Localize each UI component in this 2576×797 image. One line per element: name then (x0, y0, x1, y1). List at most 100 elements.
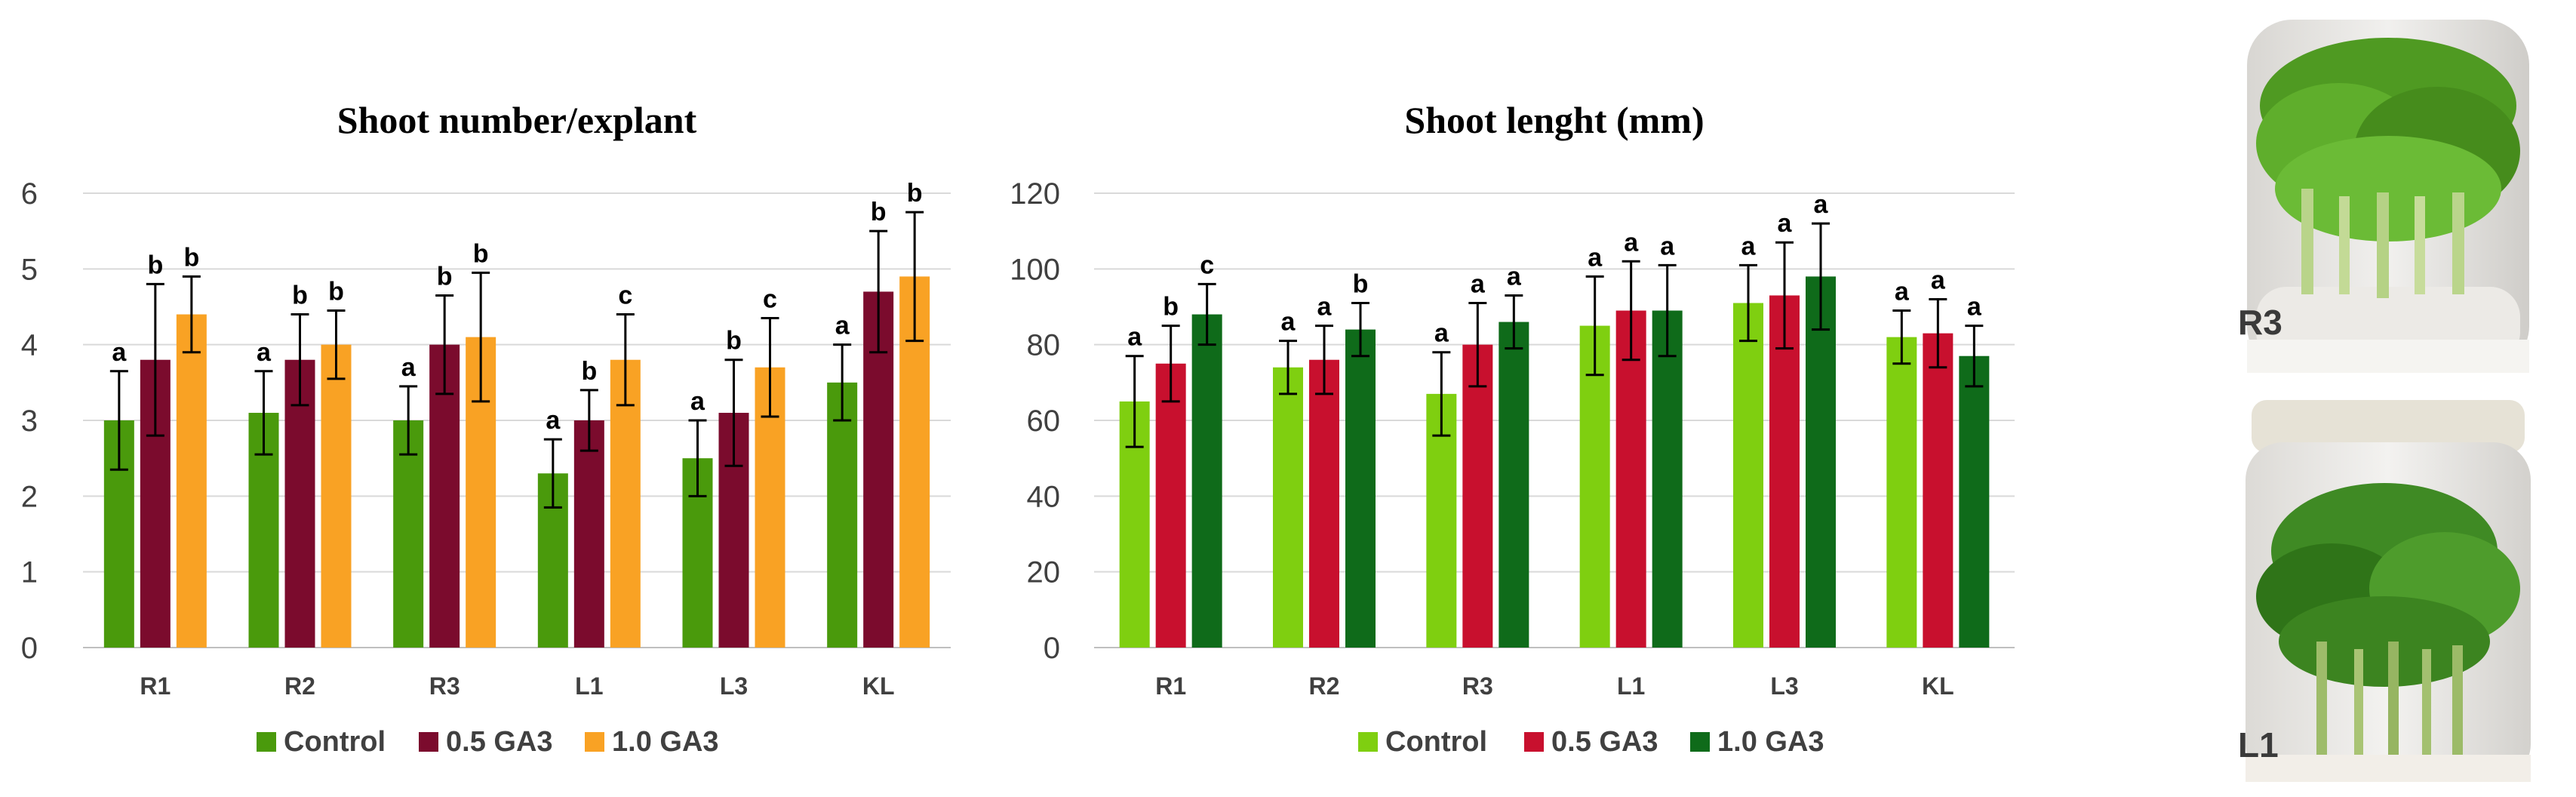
y-tick-label: 80 (1027, 329, 1061, 362)
photo-l1: L1 (2233, 400, 2543, 785)
significance-letter: a (112, 338, 127, 367)
significance-letter: a (401, 353, 417, 382)
significance-letter: b (292, 282, 308, 310)
legend-label: 0.5 GA3 (446, 726, 553, 758)
jar-image-r3 (2233, 15, 2543, 376)
significance-letter: b (1163, 293, 1179, 322)
bar-1-0-ga3 (1499, 322, 1529, 648)
bar-0-5-ga3 (573, 420, 604, 648)
significance-letter: b (726, 327, 742, 355)
significance-letter: c (1200, 251, 1214, 279)
significance-letter: a (1660, 232, 1675, 260)
bar-1-0-ga3 (321, 344, 352, 648)
bar-control (1273, 367, 1303, 648)
bar-0-5-ga3 (1923, 333, 1954, 648)
significance-letter: b (907, 179, 923, 208)
significance-letter: a (546, 406, 561, 435)
category-label: R1 (1155, 672, 1186, 700)
bar-1-0-ga3 (1191, 314, 1222, 648)
chart-title: Shoot number/explant (337, 99, 697, 141)
jar-image-l1 (2233, 400, 2543, 785)
bar-0-5-ga3 (1769, 295, 1800, 648)
legend-label: 0.5 GA3 (1551, 726, 1658, 758)
significance-letter: a (1814, 190, 1829, 219)
legend-label: 1.0 GA3 (1717, 726, 1824, 758)
y-tick-label: 0 (1044, 632, 1060, 665)
bar-control (1733, 303, 1763, 648)
significance-letter: a (1317, 293, 1333, 322)
bar-1-0-ga3 (1806, 276, 1836, 648)
significance-letter: b (871, 198, 887, 226)
category-label: R2 (284, 672, 315, 700)
significance-letter: b (473, 239, 489, 268)
category-label: L3 (720, 672, 748, 700)
significance-letter: a (1778, 209, 1793, 238)
category-label: KL (862, 672, 895, 700)
bar-control (393, 420, 424, 648)
legend-label: Control (284, 726, 386, 758)
significance-letter: a (1434, 319, 1449, 348)
significance-letter: c (618, 282, 632, 310)
legend-swatch (1358, 732, 1378, 752)
bar-0-5-ga3 (1309, 359, 1339, 648)
significance-letter: b (147, 251, 163, 279)
significance-letter: a (1127, 323, 1142, 352)
y-tick-label: 100 (1010, 253, 1060, 286)
legend-swatch (585, 732, 604, 752)
significance-letter: a (1471, 269, 1486, 298)
significance-letter: a (1967, 293, 1982, 322)
category-label: R3 (429, 672, 460, 700)
significance-letter: a (835, 312, 850, 340)
bar-0-5-ga3 (1155, 363, 1186, 648)
legend-swatch (419, 732, 438, 752)
bar-control (1579, 325, 1610, 648)
bar-1-0-ga3 (176, 314, 207, 648)
legend-swatch (1690, 732, 1710, 752)
y-tick-label: 3 (21, 405, 38, 438)
y-tick-label: 0 (21, 632, 38, 665)
significance-letter: a (690, 387, 705, 416)
bar-control (827, 382, 858, 648)
legend-swatch (257, 732, 276, 752)
shoot-length-chart: Shoot lenght (mm)020406080100120R1abcR2a… (1010, 99, 2015, 758)
photo-label-r3: R3 (2238, 303, 2282, 342)
y-tick-label: 2 (21, 480, 38, 513)
legend-swatch (1524, 732, 1544, 752)
y-tick-label: 5 (21, 253, 38, 286)
y-tick-label: 1 (21, 556, 38, 589)
significance-letter: a (257, 338, 272, 367)
significance-letter: a (1588, 243, 1603, 272)
significance-letter: a (1931, 266, 1946, 294)
bar-1-0-ga3 (1345, 329, 1376, 648)
significance-letter: a (1281, 308, 1296, 337)
bar-1-0-ga3 (1652, 310, 1683, 648)
bar-1-0-ga3 (610, 359, 641, 648)
legend-label: Control (1385, 726, 1487, 758)
legend-label: 1.0 GA3 (612, 726, 719, 758)
y-tick-label: 40 (1027, 480, 1061, 513)
bar-control (1886, 337, 1917, 648)
significance-letter: a (1507, 262, 1522, 291)
y-tick-label: 6 (21, 177, 38, 211)
category-label: L1 (1617, 672, 1645, 700)
significance-letter: b (328, 278, 344, 306)
y-tick-label: 4 (21, 329, 38, 362)
significance-letter: b (1353, 269, 1369, 298)
category-label: KL (1922, 672, 1954, 700)
bar-0-5-ga3 (1615, 310, 1646, 648)
chart-title: Shoot lenght (mm) (1404, 99, 1704, 141)
category-label: L1 (575, 672, 603, 700)
significance-letter: b (437, 262, 453, 291)
bar-0-5-ga3 (284, 359, 315, 648)
category-label: R1 (140, 672, 171, 700)
photo-r3: R3 (2233, 15, 2543, 376)
bar-0-5-ga3 (1462, 344, 1493, 648)
photo-label-l1: L1 (2238, 725, 2279, 765)
significance-letter: c (763, 285, 777, 314)
category-label: L3 (1770, 672, 1798, 700)
y-tick-label: 60 (1027, 405, 1061, 438)
significance-letter: b (183, 243, 199, 272)
significance-letter: a (1895, 278, 1910, 306)
